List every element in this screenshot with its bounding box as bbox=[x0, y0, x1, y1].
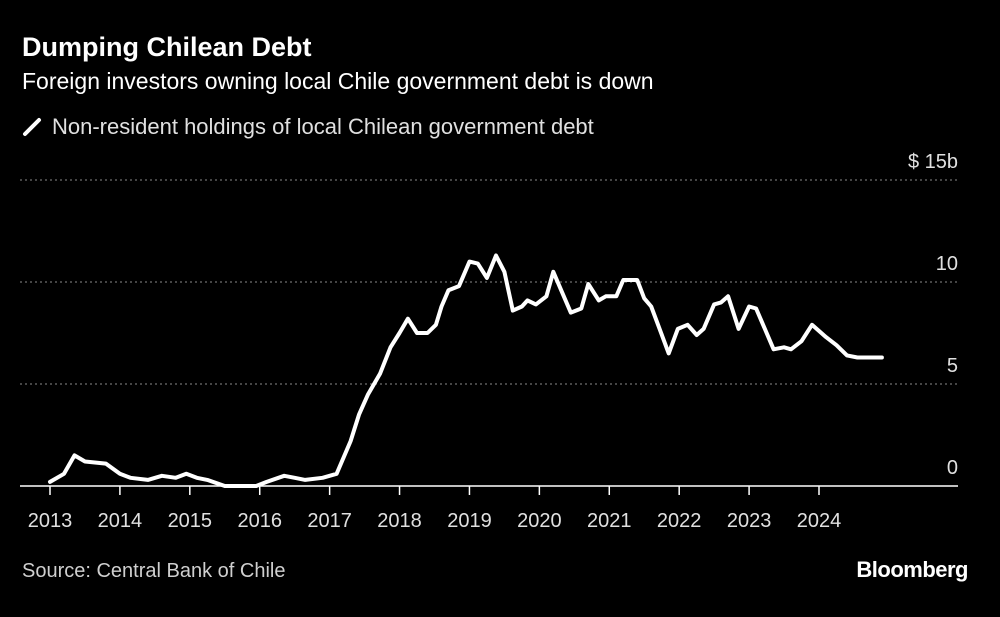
legend-label: Non-resident holdings of local Chilean g… bbox=[52, 114, 594, 139]
x-tick-label: 2020 bbox=[517, 510, 562, 532]
x-tick-label: 2016 bbox=[237, 510, 282, 532]
y-tick-label: 0 bbox=[947, 457, 958, 479]
y-tick-label: $ 15b bbox=[908, 151, 958, 173]
legend-line-icon bbox=[23, 118, 41, 136]
x-tick-label: 2014 bbox=[98, 510, 143, 532]
x-tick-label: 2022 bbox=[657, 510, 702, 532]
x-tick-label: 2023 bbox=[727, 510, 772, 532]
x-tick-label: 2024 bbox=[797, 510, 842, 532]
x-tick-label: 2019 bbox=[447, 510, 492, 532]
x-tick-label: 2017 bbox=[307, 510, 352, 532]
x-tick-label: 2015 bbox=[168, 510, 213, 532]
y-tick-label: 5 bbox=[947, 355, 958, 377]
chart-subtitle: Foreign investors owning local Chile gov… bbox=[22, 68, 654, 94]
x-tick-label: 2018 bbox=[377, 510, 422, 532]
chart-title: Dumping Chilean Debt bbox=[22, 32, 312, 62]
y-tick-label: 10 bbox=[936, 253, 958, 275]
x-tick-label: 2013 bbox=[28, 510, 73, 532]
bloomberg-logo: Bloomberg bbox=[856, 557, 968, 582]
x-tick-label: 2021 bbox=[587, 510, 632, 532]
series-line-nonresident-holdings bbox=[48, 253, 884, 488]
source-note: Source: Central Bank of Chile bbox=[22, 560, 286, 582]
legend: Non-resident holdings of local Chilean g… bbox=[22, 114, 594, 140]
